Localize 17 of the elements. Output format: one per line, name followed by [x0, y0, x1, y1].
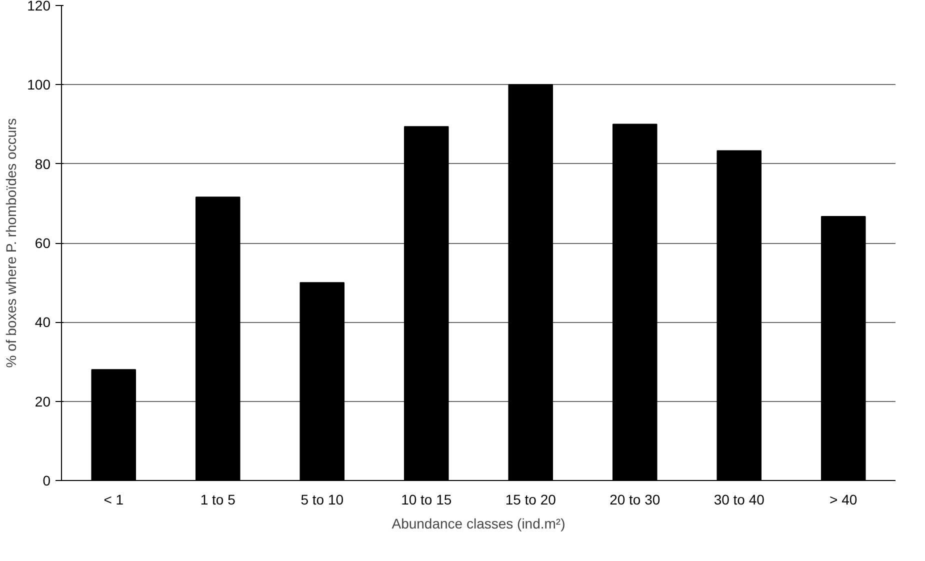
y-tick-label: 20: [34, 393, 51, 410]
y-tick-label: 60: [34, 235, 51, 251]
y-tick-label: 120: [27, 0, 51, 14]
x-axis-title: Abundance classes (ind.m²): [392, 516, 566, 532]
y-tick-label: 80: [34, 156, 51, 172]
x-tick-label: > 40: [830, 492, 858, 508]
x-tick-label: 10 to 15: [401, 492, 452, 508]
y-tick-label: 0: [42, 472, 51, 488]
x-tick-label: 30 to 40: [714, 492, 765, 508]
x-tick-label: 5 to 10: [300, 492, 344, 508]
y-tick-label: 100: [27, 76, 51, 93]
x-tick-label: < 1: [104, 492, 124, 508]
x-tick-label: 15 to 20: [505, 492, 556, 508]
y-tick-label: 40: [34, 314, 51, 330]
x-tick-label: 1 to 5: [200, 492, 236, 508]
x-tick-label: 20 to 30: [610, 492, 660, 508]
y-axis-title: % of boxes where P. rhomboïdes occurs: [3, 118, 20, 368]
